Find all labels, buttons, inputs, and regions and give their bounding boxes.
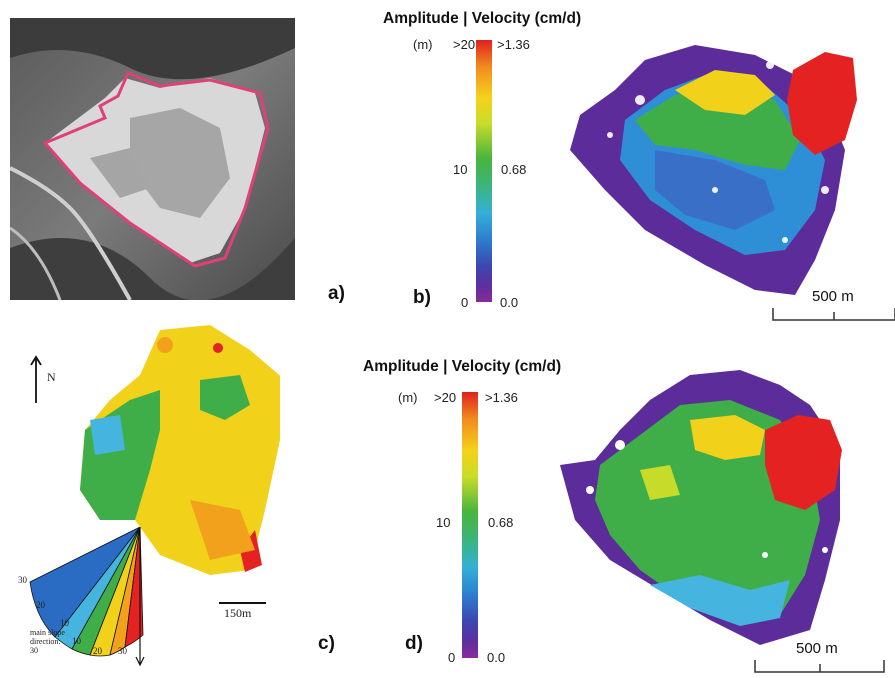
panel-c-label: c) [318, 633, 335, 654]
colorbar-d-left-bot: 0 [448, 650, 456, 665]
rose-num-5: 20 [93, 646, 102, 656]
velocity-map-d [560, 370, 842, 645]
scale-b-text: 500 m [812, 288, 854, 305]
velocity-map-b [570, 45, 857, 295]
north-arrow [30, 355, 42, 403]
colorbar-b-left-top: >20 [453, 37, 476, 52]
colorbar-b-unit: (m) [413, 37, 433, 52]
scale-bar-d [754, 660, 885, 673]
colorbar-b [476, 40, 492, 302]
panel-b-label: b) [413, 287, 431, 308]
rose-num-6: 30 [118, 646, 127, 656]
scale-bar-b [772, 308, 895, 321]
colorbar-b-title: Amplitude | Velocity (cm/d) [383, 10, 582, 27]
colorbar-d-left-mid: 10 [436, 515, 451, 530]
panel-a-label: a) [328, 283, 345, 304]
slope-map-c [80, 325, 280, 575]
panel-a: a) [10, 18, 345, 304]
colorbar-d-left-top: >20 [434, 390, 457, 405]
scale-d-text: 500 m [796, 640, 838, 657]
colorbar-d-unit: (m) [398, 390, 418, 405]
rose-num-4: 10 [72, 636, 81, 646]
aerial-photo [10, 18, 295, 300]
rose-num-3: 10 [60, 618, 69, 628]
panel-d-label: d) [405, 633, 423, 654]
colorbar-d-title: Amplitude | Velocity (cm/d) [363, 358, 562, 375]
rose-num-2: 20 [36, 600, 45, 610]
colorbar-b-right-bot: 0.0 [500, 295, 519, 310]
colorbar-b-left-bot: 0 [461, 295, 469, 310]
scale-c-text: 150m [224, 606, 252, 620]
colorbar-b-left-mid: 10 [453, 162, 468, 177]
colorbar-d-right-top: >1.36 [485, 390, 518, 405]
colorbar-b-right-top: >1.36 [497, 37, 530, 52]
scale-bar-c [219, 602, 266, 604]
rose-caption: main slope direction: 30 [30, 628, 65, 655]
colorbar-d [462, 392, 478, 658]
colorbar-d-right-mid: 0.68 [488, 515, 514, 530]
colorbar-b-right-mid: 0.68 [501, 162, 527, 177]
rose-num-1: 30 [18, 575, 27, 585]
slope-rose [29, 527, 145, 667]
north-label: N [47, 370, 56, 384]
landslide-outline [42, 71, 270, 268]
colorbar-d-right-bot: 0.0 [487, 650, 506, 665]
